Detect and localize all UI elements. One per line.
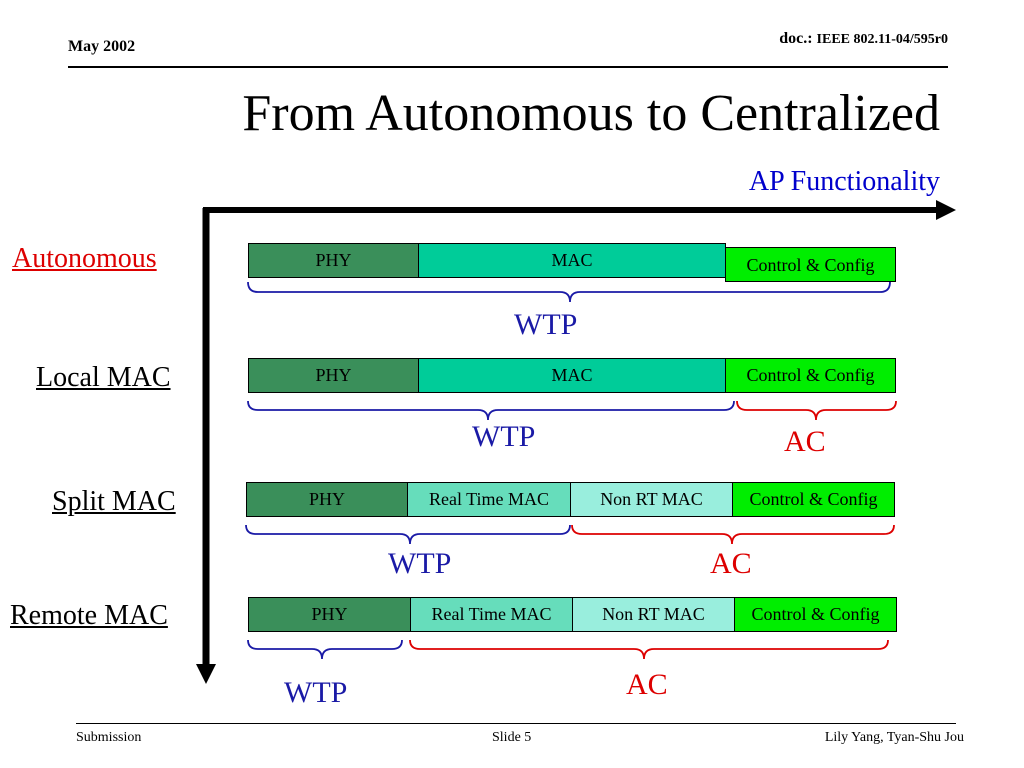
group-label-ac: AC (710, 547, 752, 580)
control-config-box: Control & Config (725, 358, 896, 393)
brace-wtp-autonomous (247, 281, 891, 303)
brace-ac-split (571, 524, 895, 545)
footer-authors: Lily Yang, Tyan-Shu Jou (824, 730, 964, 745)
group-label-ac: AC (626, 668, 668, 701)
axis-label: AP Functionality (748, 166, 940, 197)
row-label-local-mac: Local MAC (36, 362, 171, 393)
phy-box: PHY (248, 243, 419, 278)
brace-wtp-remote (247, 639, 403, 660)
phy-box: PHY (248, 597, 411, 632)
control-config-box: Control & Config (725, 247, 896, 282)
header-divider (68, 66, 948, 68)
real-time-mac-box: Real Time MAC (410, 597, 573, 632)
non-rt-mac-box: Non RT MAC (572, 597, 735, 632)
row-label-split-mac: Split MAC (52, 486, 176, 517)
header-date: May 2002 (68, 38, 136, 55)
row-label-remote-mac: Remote MAC (10, 600, 168, 631)
mac-box: MAC (418, 243, 726, 278)
control-config-box: Control & Config (732, 482, 895, 517)
brace-ac-remote (409, 639, 889, 660)
horizontal-axis-arrowhead (936, 200, 956, 220)
group-label-wtp: WTP (284, 676, 348, 709)
brace-wtp-local (247, 400, 735, 421)
doc-prefix: doc.: (779, 30, 813, 47)
footer-slide-number: Slide 5 (492, 730, 532, 745)
phy-box: PHY (248, 358, 419, 393)
row-label-autonomous: Autonomous (12, 243, 157, 274)
footer-submission: Submission (76, 730, 142, 745)
group-label-wtp: WTP (472, 420, 536, 453)
brace-wtp-split (245, 524, 571, 545)
control-config-box: Control & Config (734, 597, 897, 632)
slide-title: From Autonomous to Centralized (242, 85, 940, 142)
group-label-wtp: WTP (388, 547, 452, 580)
phy-box: PHY (246, 482, 408, 517)
doc-number: IEEE 802.11-04/595r0 (816, 32, 948, 47)
brace-ac-local (736, 400, 897, 421)
vertical-axis-arrowhead (196, 664, 216, 684)
real-time-mac-box: Real Time MAC (407, 482, 571, 517)
footer-divider (76, 723, 956, 724)
header-doc-id: doc.: IEEE 802.11-04/595r0 (779, 30, 948, 48)
non-rt-mac-box: Non RT MAC (570, 482, 733, 517)
group-label-ac: AC (784, 425, 826, 458)
mac-box: MAC (418, 358, 726, 393)
group-label-wtp: WTP (514, 308, 578, 341)
